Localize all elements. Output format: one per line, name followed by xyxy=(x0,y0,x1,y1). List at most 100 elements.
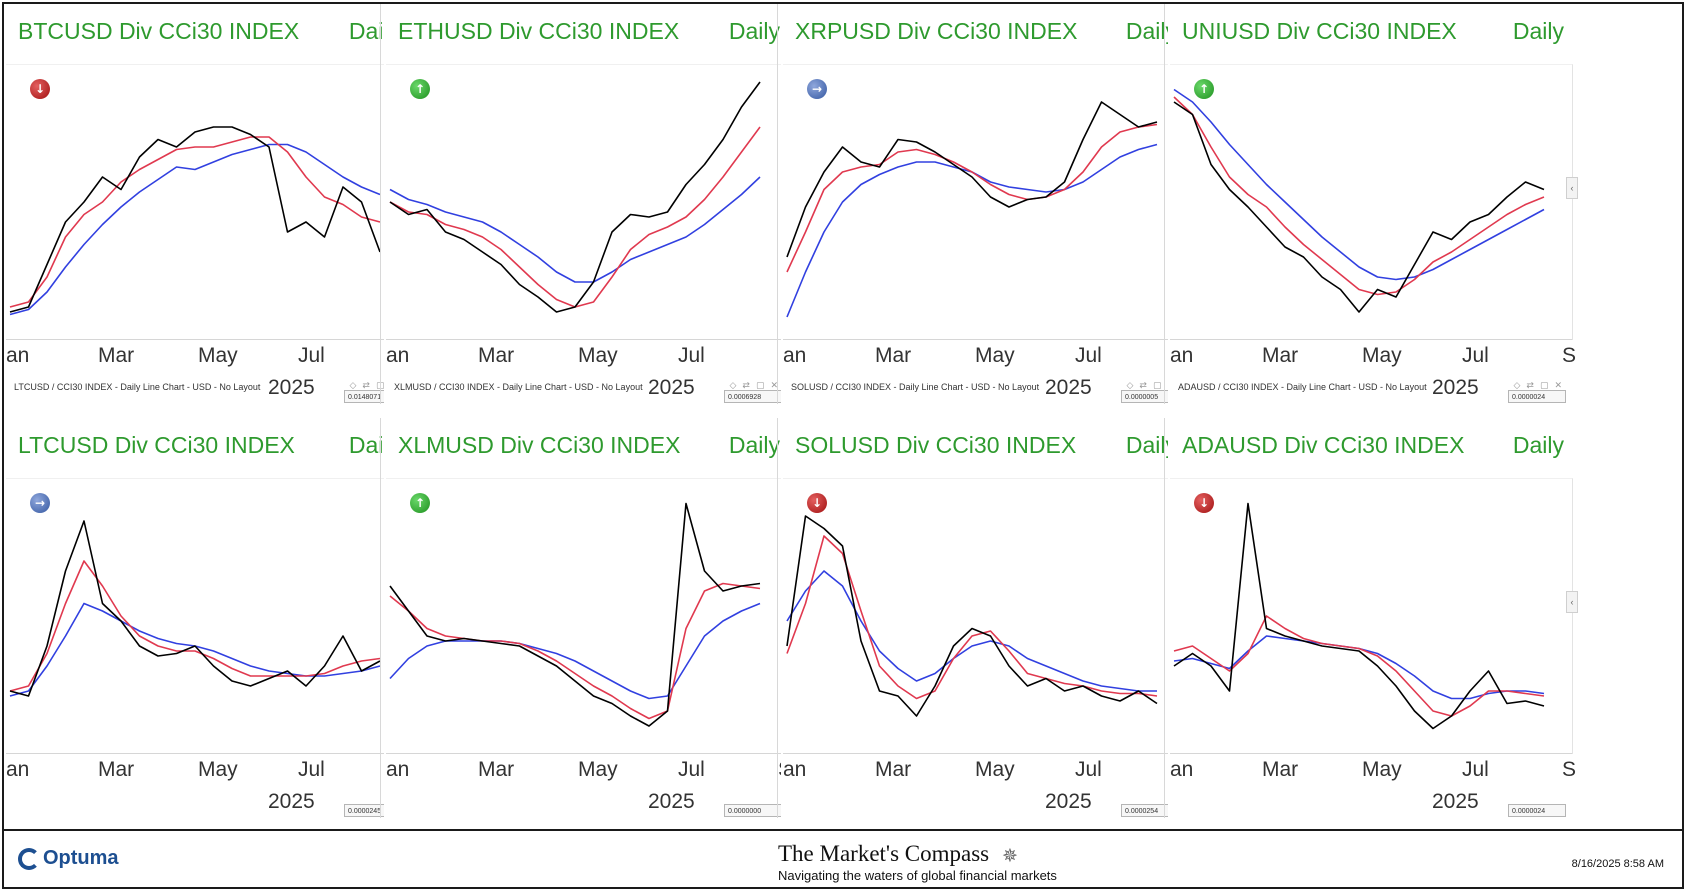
optuma-logo-icon xyxy=(18,847,40,870)
chart-title: ADAUSD Div CCi30 INDEX xyxy=(1182,432,1465,458)
chart-title: XLMUSD Div CCi30 INDEX xyxy=(398,432,681,458)
chart-title: XRPUSD Div CCi30 INDEX xyxy=(795,18,1078,44)
signal-up-icon: ↑ xyxy=(410,79,430,99)
x-tick-label: Mar xyxy=(98,344,135,367)
x-tick-label: Jul xyxy=(298,344,325,367)
price-ratio-line xyxy=(389,502,761,727)
compass-rose-icon: ✵ xyxy=(1002,845,1018,867)
x-tick-label: Mar xyxy=(1262,758,1299,781)
x-tick-label: an xyxy=(783,758,807,781)
value-readout: 0.0006928 xyxy=(724,390,782,403)
chart-info-bar: LTCUSD / CCI30 INDEX - Daily Line Chart … xyxy=(14,382,261,392)
panel-divider xyxy=(380,418,381,818)
signal-down-icon: ↓ xyxy=(30,79,50,99)
x-tick-label: Jul xyxy=(1462,758,1489,781)
x-tick-label: an xyxy=(6,758,30,781)
x-tick-label: Mar xyxy=(1262,344,1299,367)
collapse-handle-icon[interactable]: ‹ xyxy=(1566,591,1578,613)
plot-area[interactable]: ↓‹ xyxy=(783,478,1191,754)
fast-moving-average-line xyxy=(389,582,761,720)
panel-divider xyxy=(1164,4,1165,404)
plot-area[interactable]: →‹ xyxy=(6,478,414,754)
x-tick-label: Mar xyxy=(98,758,135,781)
slow-moving-average-line xyxy=(389,602,761,700)
chart-panel: BTCUSD Div CCi30 INDEXDaily↓‹anMarMayJul… xyxy=(4,4,414,404)
panel-divider xyxy=(380,4,381,404)
chart-title: ETHUSD Div CCi30 INDEX xyxy=(398,18,680,44)
chart-panel: XRPUSD Div CCi30 INDEXDaily→‹anMarMayJul… xyxy=(781,4,1191,404)
frequency-label: Daily xyxy=(1512,432,1564,458)
signal-down-icon: ↓ xyxy=(1194,493,1214,513)
chart-panel: UNIUSD Div CCi30 INDEX Daily ↑ ‹ an Mar May Jul… xyxy=(1168,4,1578,404)
frequency-label: Daily xyxy=(728,18,780,44)
plot-area[interactable]: ↑‹ xyxy=(1170,64,1578,340)
brand-subtitle: Navigating the waters of global financia… xyxy=(778,868,1057,883)
year-label: 2025 xyxy=(1045,790,1092,813)
chart-info-bar: XLMUSD / CCI30 INDEX - Daily Line Chart … xyxy=(394,382,643,392)
year-label: 2025 xyxy=(1045,376,1092,399)
year-label: 2025 xyxy=(268,790,315,813)
price-ratio-line xyxy=(1173,502,1545,730)
plot-area[interactable]: ↑‹ xyxy=(386,64,794,340)
x-tick-label: Jul xyxy=(1075,344,1102,367)
x-tick-label: Mar xyxy=(478,758,515,781)
x-tick-label: May xyxy=(975,344,1015,367)
footer-divider xyxy=(4,829,1684,831)
price-ratio-line xyxy=(786,101,1158,258)
timestamp: 8/16/2025 8:58 AM xyxy=(1571,858,1664,870)
chart-info-bar: SOLUSD / CCI30 INDEX - Daily Line Chart … xyxy=(791,382,1040,392)
chart-panel: ADAUSD Div CCi30 INDEX Daily ↓ ‹ an Mar May Jul… xyxy=(1168,418,1578,818)
fast-moving-average-line xyxy=(9,560,381,692)
x-tick-label: Mar xyxy=(875,344,912,367)
price-ratio-line xyxy=(9,126,381,313)
chart-title: LTCUSD Div CCi30 INDEX xyxy=(18,432,295,458)
chart-tools-icon[interactable]: ◇⇄▢✕ xyxy=(729,381,784,391)
fast-moving-average-line xyxy=(1173,96,1545,296)
frequency-label: Daily xyxy=(1512,18,1564,44)
x-tick-label: May xyxy=(578,758,618,781)
plot-area[interactable]: ↑‹ xyxy=(386,478,794,754)
x-axis: an Mar May Jul 2025 0.0000254 xyxy=(783,753,1185,817)
price-ratio-line xyxy=(9,520,381,697)
collapse-handle-icon[interactable]: ‹ xyxy=(1566,177,1578,199)
x-axis: an Mar May Jul S 2025 0.0000024 xyxy=(1170,753,1576,817)
signal-neutral-icon: → xyxy=(807,79,827,99)
x-axis: an Mar May Jul 2025 0.0006928 xyxy=(386,339,788,403)
slow-moving-average-line xyxy=(9,602,381,697)
chart-panel: XLMUSD Div CCi30 INDEX Daily ↑‹ an Mar May Jul… xyxy=(384,418,794,818)
chart-tools-icon[interactable]: ◇⇄▢✕ xyxy=(1513,381,1568,391)
x-tick-label: May xyxy=(1362,758,1402,781)
price-ratio-line xyxy=(1173,101,1545,313)
value-readout: 0.0000024 xyxy=(1508,804,1566,817)
plot-area[interactable]: ↓‹ xyxy=(1170,478,1578,754)
plot-area[interactable]: ↓‹ xyxy=(6,64,414,340)
chart-tools-icon[interactable]: ◇⇄▢✕ xyxy=(1126,381,1181,391)
chart-panel: LTCUSD Div CCi30 INDEXDaily→‹anMarMayJul… xyxy=(4,418,414,818)
x-tick-label: an xyxy=(6,344,30,367)
fast-moving-average-line xyxy=(786,535,1158,700)
line-chart-svg xyxy=(389,502,761,727)
fast-moving-average-line xyxy=(9,136,381,308)
year-label: 2025 xyxy=(648,790,695,813)
chart-title: SOLUSD Div CCi30 INDEX xyxy=(795,432,1077,458)
panel-divider xyxy=(777,4,778,404)
x-tick-label: Mar xyxy=(478,344,515,367)
chart-tools-icon[interactable]: ◇⇄▢✕ xyxy=(349,381,404,391)
x-tick-label: Jul xyxy=(678,758,705,781)
x-tick-label: Jul xyxy=(1462,344,1489,367)
slow-moving-average-line xyxy=(9,143,381,316)
x-axis: an Mar May Jul 2025 0.0000005 xyxy=(783,339,1185,403)
plot-area[interactable]: →‹ xyxy=(783,64,1191,340)
panel-divider xyxy=(1164,418,1165,818)
x-tick-label: an xyxy=(1170,344,1194,367)
panel-divider xyxy=(777,418,778,818)
slow-moving-average-line xyxy=(786,570,1157,692)
line-chart-svg xyxy=(1173,502,1545,730)
year-label: 2025 xyxy=(1432,790,1479,813)
x-tick-label: an xyxy=(386,344,410,367)
value-readout: 0.0000000 xyxy=(724,804,782,817)
chart-info-bar: ADAUSD / CCI30 INDEX - Daily Line Chart … xyxy=(1178,382,1427,392)
chart-panel: SOLUSD Div CCi30 INDEXDaily↓‹anMarMayJul… xyxy=(781,418,1191,818)
